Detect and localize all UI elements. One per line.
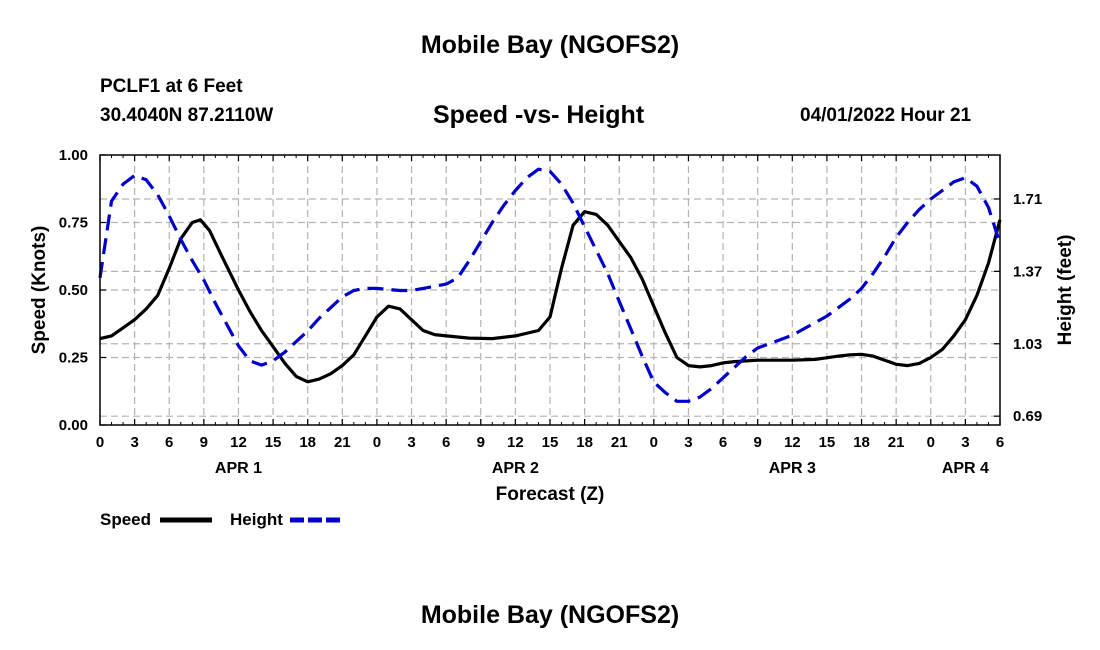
x-tick-label: 0 — [927, 434, 935, 451]
x-tick-label: 21 — [611, 434, 628, 451]
x-tick-label: 12 — [784, 434, 801, 451]
x-tick-label: 3 — [684, 434, 692, 451]
x-tick-label: 12 — [230, 434, 247, 451]
x-tick-label: 9 — [477, 434, 485, 451]
day-label: APR 3 — [769, 460, 816, 477]
legend-label-speed: Speed — [100, 510, 151, 529]
x-tick-label: 18 — [299, 434, 316, 451]
y-axis-label-right: Height (feet) — [1055, 235, 1076, 346]
station-label: PCLF1 at 6 Feet — [100, 76, 243, 97]
x-tick-label: 6 — [442, 434, 450, 451]
x-tick-label: 3 — [130, 434, 138, 451]
y-axis-label-left: Speed (Knots) — [29, 226, 50, 355]
x-tick-label: 21 — [334, 434, 351, 451]
x-tick-label: 6 — [165, 434, 173, 451]
series-line-height — [98, 167, 1002, 403]
page-title: Mobile Bay (NGOFS2) — [420, 31, 680, 59]
x-tick-label: 18 — [853, 434, 870, 451]
y-tick-label-left: 0.00 — [59, 417, 88, 434]
x-tick-label: 6 — [719, 434, 727, 451]
x-axis-label: Forecast (Z) — [496, 484, 605, 505]
x-tick-label: 0 — [96, 434, 104, 451]
x-tick-label: 12 — [507, 434, 524, 451]
day-label: APR 4 — [942, 460, 989, 477]
legend-label-height: Height — [230, 510, 283, 529]
y-tick-label-right: 1.37 — [1013, 263, 1042, 280]
x-tick-label: 21 — [888, 434, 905, 451]
day-label: APR 2 — [492, 460, 539, 477]
chart-subtitle: Speed -vs- Height — [433, 101, 645, 129]
x-tick-label: 6 — [996, 434, 1004, 451]
x-tick-label: 9 — [754, 434, 762, 451]
x-tick-label: 15 — [542, 434, 559, 451]
y-tick-label-left: 0.50 — [59, 282, 88, 299]
y-tick-label-right: 1.71 — [1013, 191, 1042, 208]
x-tick-label: 15 — [819, 434, 836, 451]
x-tick-label: 0 — [373, 434, 381, 451]
x-tick-label: 3 — [961, 434, 969, 451]
forecast-datetime: 04/01/2022 Hour 21 — [800, 105, 972, 126]
series-line-speed — [99, 210, 1002, 384]
footer-title: Mobile Bay (NGOFS2) — [420, 601, 680, 629]
coordinates-label: 30.4040N 87.2110W — [100, 105, 274, 126]
day-label: APR 1 — [215, 460, 262, 477]
y-tick-label-left: 0.75 — [59, 215, 88, 232]
x-tick-label: 3 — [407, 434, 415, 451]
x-tick-label: 18 — [576, 434, 593, 451]
y-tick-label-right: 0.69 — [1013, 408, 1042, 425]
x-tick-label: 0 — [650, 434, 658, 451]
y-tick-label-right: 1.03 — [1013, 336, 1042, 353]
x-tick-label: 15 — [265, 434, 282, 451]
y-tick-label-left: 1.00 — [59, 147, 88, 164]
y-tick-label-left: 0.25 — [59, 350, 88, 367]
x-tick-label: 9 — [200, 434, 208, 451]
